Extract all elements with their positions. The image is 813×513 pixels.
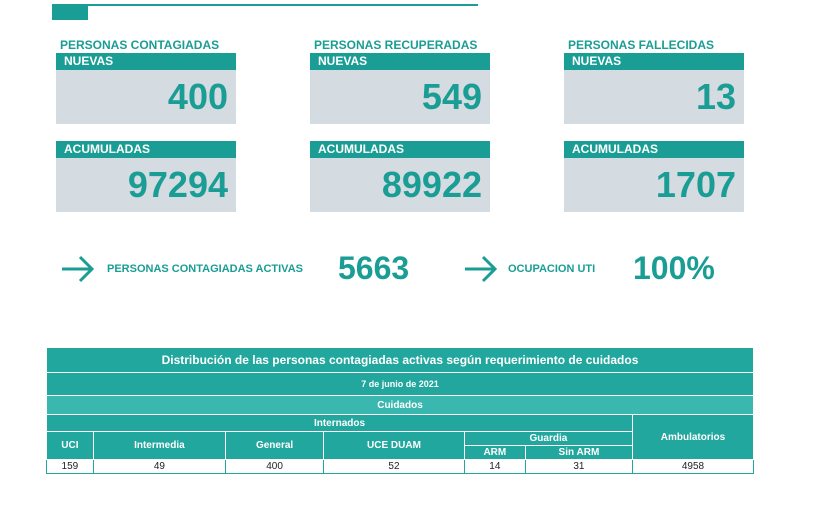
highlight-label: OCUPACION UTI — [508, 263, 596, 275]
table-cell: 49 — [92, 459, 227, 474]
highlight-value: 100% — [633, 250, 715, 286]
table-title: Distribución de las personas contagiadas… — [46, 347, 754, 373]
highlight-value: 5663 — [338, 250, 410, 286]
card-title: PERSONAS CONTAGIADAS — [60, 38, 220, 52]
table-date: 7 de junio de 2021 — [46, 372, 754, 396]
column-header: ARM — [463, 445, 526, 460]
top-rule — [52, 4, 478, 6]
column-header: General — [225, 431, 325, 460]
new-value: 13 — [564, 70, 744, 124]
arrow — [62, 255, 95, 283]
column-header: UCE DUAM — [323, 431, 465, 460]
arrow-icon — [60, 254, 96, 284]
acc-label: ACUMULADAS — [56, 141, 236, 158]
group-header: Cuidados — [46, 395, 754, 415]
arrow — [465, 255, 498, 283]
column-header: Guardia — [463, 431, 634, 446]
acc-value: 89922 — [310, 158, 490, 212]
table-cell: 14 — [463, 459, 526, 474]
new-label: NUEVAS — [564, 53, 744, 70]
acc-label: ACUMULADAS — [310, 141, 490, 158]
column-header: UCI — [46, 431, 94, 460]
table-cell: 52 — [323, 459, 465, 474]
new-value: 400 — [56, 70, 236, 124]
acc-label: ACUMULADAS — [564, 141, 744, 158]
highlight-label: PERSONAS CONTAGIADAS ACTIVAS — [107, 263, 303, 275]
table-cell: 159 — [46, 459, 94, 474]
table-cell: 31 — [524, 459, 634, 474]
new-label: NUEVAS — [310, 53, 490, 70]
care-table: Distribución de las personas contagiadas… — [46, 347, 754, 474]
acc-value: 97294 — [56, 158, 236, 212]
subgroup-header: Internados — [46, 414, 633, 432]
corner-block — [52, 5, 88, 20]
arrow-icon — [463, 254, 499, 284]
card-title: PERSONAS FALLECIDAS — [568, 38, 715, 52]
acc-value: 1707 — [564, 158, 744, 212]
column-header: Ambulatorios — [632, 414, 754, 460]
new-value: 549 — [310, 70, 490, 124]
table-cell: 4958 — [632, 459, 754, 474]
column-header: Sin ARM — [524, 445, 634, 460]
card-title: PERSONAS RECUPERADAS — [314, 38, 478, 52]
column-header: Intermedia — [92, 431, 227, 460]
new-label: NUEVAS — [56, 53, 236, 70]
table-cell: 400 — [225, 459, 325, 474]
